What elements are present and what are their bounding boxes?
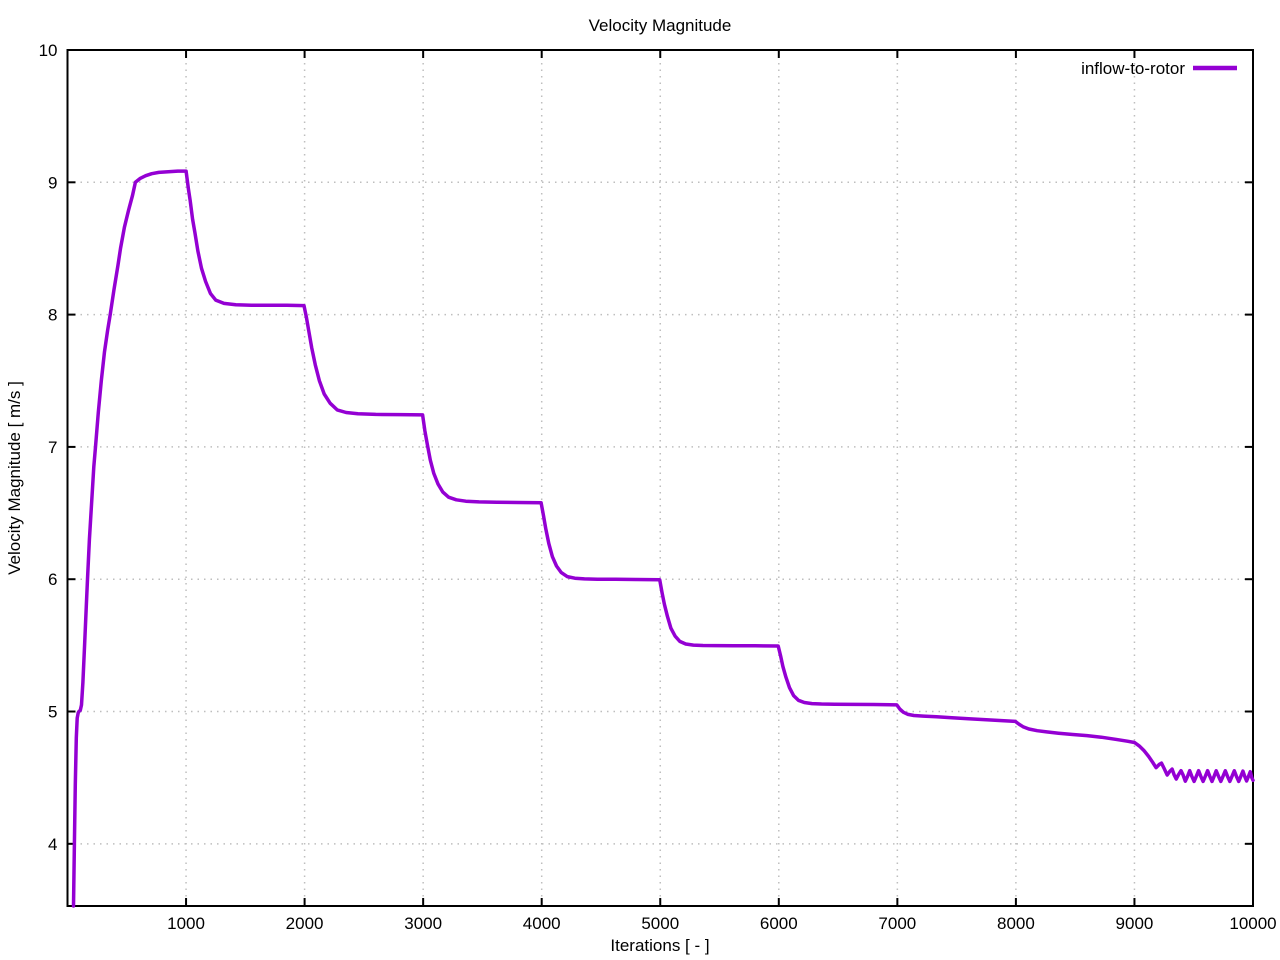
x-tick-label: 10000	[1229, 914, 1276, 933]
y-tick-label: 4	[48, 835, 57, 854]
x-tick-label: 1000	[167, 914, 205, 933]
x-tick-label: 4000	[523, 914, 561, 933]
x-tick-label: 2000	[286, 914, 324, 933]
x-tick-label: 3000	[404, 914, 442, 933]
series-line	[71, 169, 1255, 908]
y-tick-label: 8	[48, 306, 57, 325]
y-tick-label: 5	[48, 703, 57, 722]
plot-border	[66, 49, 1254, 907]
y-tick-label: 6	[48, 570, 57, 589]
x-tick-label: 7000	[878, 914, 916, 933]
y-tick-label: 10	[39, 41, 58, 60]
x-tick-label: 5000	[641, 914, 679, 933]
chart-title: Velocity Magnitude	[588, 16, 732, 35]
y-tick-label: 7	[48, 438, 57, 457]
x-tick-label: 9000	[1116, 914, 1154, 933]
y-tick-label: 9	[48, 173, 57, 192]
x-axis-label: Iterations [ - ]	[610, 936, 710, 955]
legend-label: inflow-to-rotor	[1081, 59, 1185, 78]
x-tick-label: 8000	[997, 914, 1035, 933]
x-tick-label: 6000	[760, 914, 798, 933]
